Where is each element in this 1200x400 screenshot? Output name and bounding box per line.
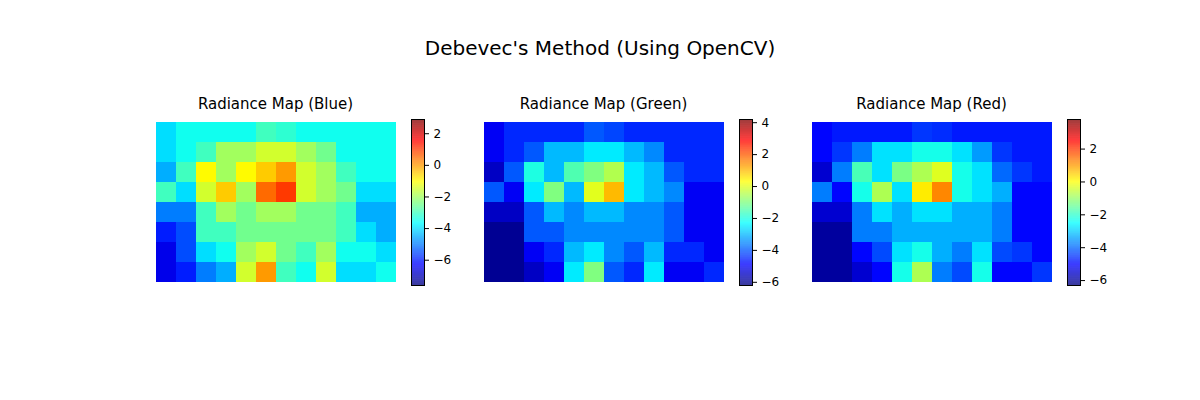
svg-text:−6: −6 [762, 275, 780, 289]
svg-text:0: 0 [1090, 175, 1098, 189]
html-text:Radiance Map (Red): Radiance Map (Red) [856, 95, 1007, 113]
html-text:Radiance Map (Blue): Radiance Map (Blue) [197, 95, 354, 113]
svg-text:−6: −6 [434, 253, 452, 267]
svg-text:2: 2 [434, 127, 442, 141]
svg-text:2: 2 [1090, 142, 1098, 156]
svg-text:−2: −2 [762, 211, 780, 225]
svg-text:−2: −2 [1090, 208, 1108, 222]
svg-text:4: 4 [762, 116, 770, 130]
svg-text:0: 0 [434, 158, 442, 172]
svg-text:−6: −6 [1090, 273, 1108, 287]
svg-text:2: 2 [762, 147, 770, 161]
svg-text:−4: −4 [762, 243, 780, 257]
svg-text:0: 0 [762, 179, 770, 193]
html-text:Debevec's Method (Using OpenCV: Debevec's Method (Using OpenCV) [424, 36, 776, 60]
svg-text:−4: −4 [1090, 241, 1108, 255]
html-text:Radiance Map (Green): Radiance Map (Green) [519, 95, 688, 113]
svg-text:−2: −2 [434, 190, 452, 204]
svg-text:−4: −4 [434, 221, 452, 235]
